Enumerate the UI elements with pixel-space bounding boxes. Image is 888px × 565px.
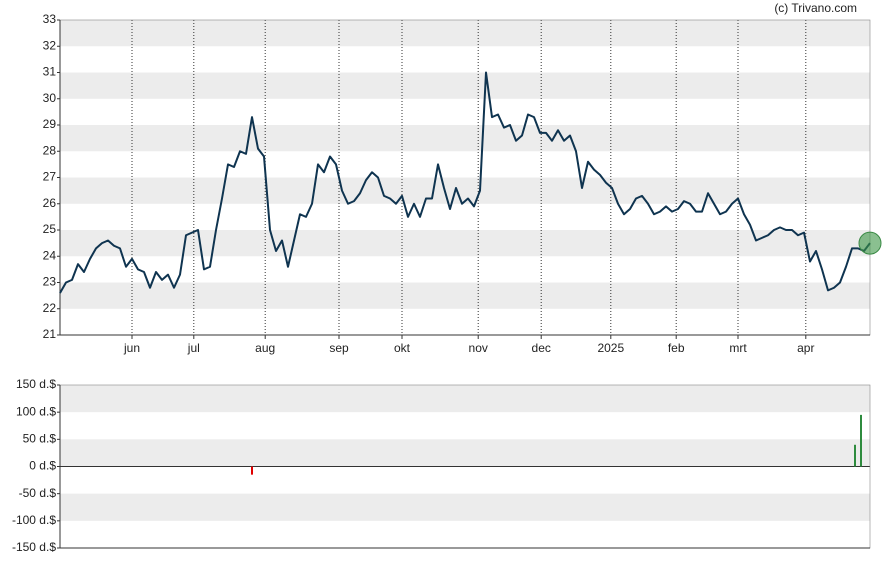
y-tick-label: 27 — [43, 170, 57, 184]
x-tick-label: jun — [123, 341, 140, 355]
x-tick-label: dec — [532, 341, 551, 355]
grid-band — [60, 125, 870, 152]
y-tick-label: 31 — [43, 65, 57, 79]
y-tick-label: 30 — [43, 91, 57, 105]
y-tick-label: 24 — [43, 248, 57, 262]
grid-band — [60, 493, 870, 521]
y-tick-label: 22 — [43, 301, 57, 315]
x-tick-label: sep — [329, 341, 349, 355]
volume-bar — [860, 414, 862, 467]
y-tick-label: 23 — [43, 275, 57, 289]
x-tick-label: 2025 — [597, 341, 624, 355]
y-tick-label: 25 — [43, 222, 57, 236]
volume-bar — [251, 466, 253, 475]
y-tick-label: -50 d.$ — [19, 486, 57, 500]
y-tick-label: 32 — [43, 38, 57, 52]
x-tick-label: okt — [394, 341, 411, 355]
price-line — [59, 71, 871, 294]
x-tick-label: apr — [797, 341, 814, 355]
x-tick-label: nov — [469, 341, 488, 355]
grid-band — [60, 439, 870, 467]
y-tick-label: 26 — [43, 196, 57, 210]
grid-band — [60, 230, 870, 257]
y-tick-label: -150 d.$ — [12, 540, 56, 554]
y-tick-label: -100 d.$ — [12, 513, 56, 527]
credit: (c) Trivano.com — [774, 1, 857, 15]
grid-band — [60, 282, 870, 309]
y-tick-label: 0 d.$ — [29, 459, 56, 473]
y-tick-label: 100 d.$ — [16, 404, 56, 418]
grid-band — [60, 385, 870, 413]
y-tick-label: 33 — [43, 12, 57, 26]
x-tick-label: mrt — [729, 341, 747, 355]
grid-band — [60, 72, 870, 99]
y-tick-label: 29 — [43, 117, 57, 131]
volume-bar — [854, 444, 856, 467]
y-tick-label: 28 — [43, 143, 57, 157]
x-tick-label: jul — [187, 341, 200, 355]
grid-band — [60, 20, 870, 47]
y-tick-label: 150 d.$ — [16, 377, 56, 391]
x-tick-label: feb — [668, 341, 685, 355]
y-tick-label: 50 d.$ — [23, 432, 57, 446]
x-tick-label: aug — [255, 341, 275, 355]
last-point-marker — [858, 231, 882, 255]
grid-band — [60, 177, 870, 204]
y-tick-label: 21 — [43, 327, 57, 341]
